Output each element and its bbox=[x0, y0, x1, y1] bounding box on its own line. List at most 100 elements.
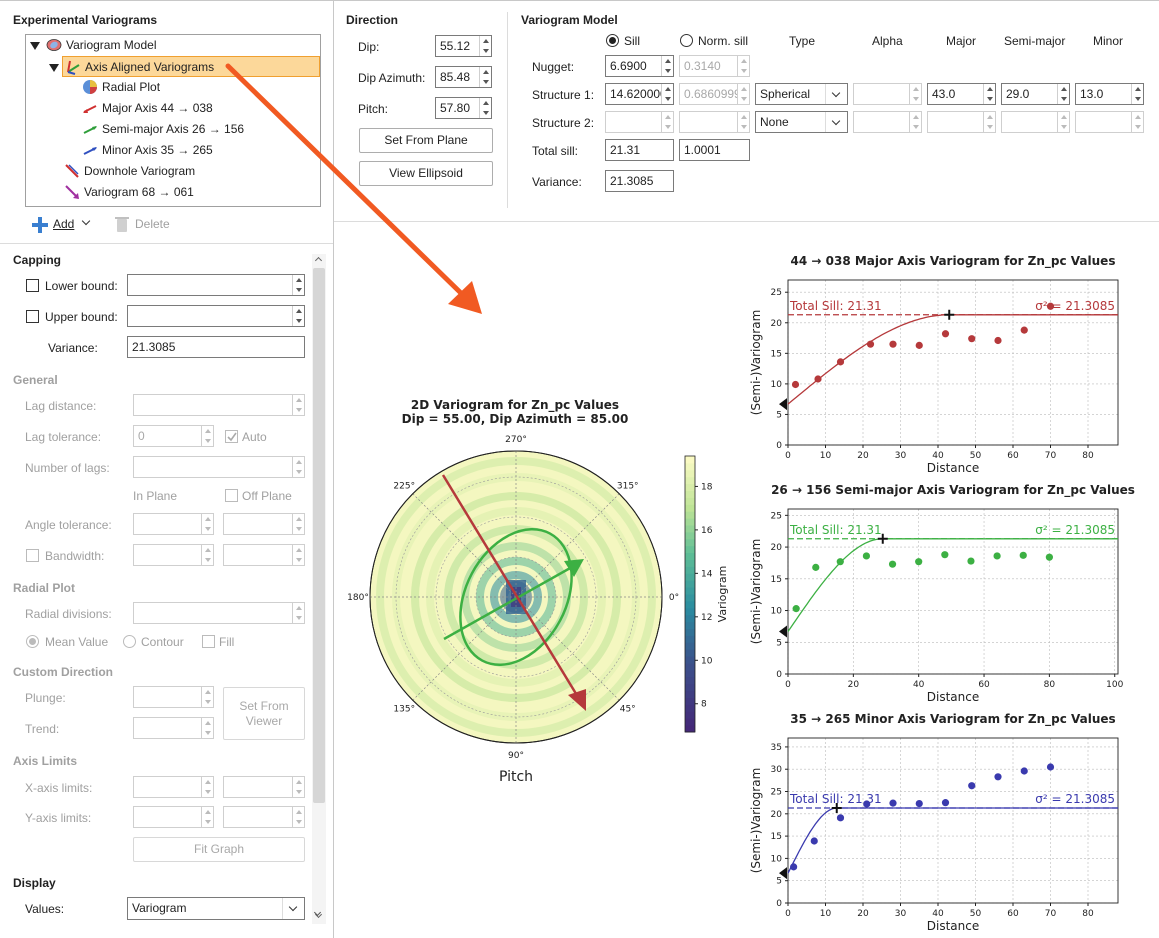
tree-item[interactable]: Radial Plot bbox=[26, 77, 320, 98]
scroll-up-icon[interactable] bbox=[314, 256, 323, 265]
upper-bound-checkbox[interactable] bbox=[26, 310, 39, 323]
angle-tolerance-offplane-input[interactable] bbox=[223, 513, 305, 535]
add-button[interactable]: Add bbox=[31, 214, 111, 234]
radial-plot[interactable]: 270° 315° 0° 45° 90° 135° 180° 225° Pitch 8 10 12 14… bbox=[334, 425, 754, 790]
structure2-alpha-input[interactable] bbox=[853, 111, 922, 133]
structure1-semi-major-input[interactable]: 29.0 bbox=[1001, 83, 1070, 105]
x-tick-label: 10 bbox=[820, 451, 832, 461]
y-axis-min-input[interactable] bbox=[133, 806, 214, 828]
bandwidth-offplane-input[interactable] bbox=[223, 544, 305, 566]
major-axis-chart[interactable]: 44 → 038 Major Axis Variogram for Zn_pc … bbox=[740, 250, 1159, 480]
radial-divisions-input[interactable] bbox=[133, 602, 305, 624]
y-tick-label: 15 bbox=[771, 832, 782, 842]
x-axis-min-input[interactable] bbox=[133, 776, 214, 798]
add-label: Add bbox=[53, 217, 75, 231]
structure2-minor-input[interactable] bbox=[1075, 111, 1144, 133]
variogram-model-header: Variogram Model bbox=[521, 13, 618, 27]
colorbar-segment bbox=[685, 476, 695, 485]
minor-axis-chart[interactable]: 35 → 265 Minor Axis Variogram for Zn_pc … bbox=[740, 708, 1159, 938]
structure1-label: Structure 1: bbox=[532, 88, 595, 102]
fill-checkbox[interactable] bbox=[202, 635, 215, 648]
capping-header: Capping bbox=[13, 253, 61, 267]
major-direction-line bbox=[441, 474, 580, 698]
y-tick-label: 20 bbox=[771, 810, 783, 820]
settings-scrollbar[interactable] bbox=[312, 254, 326, 924]
tree-item-label: Axis Aligned Variograms bbox=[85, 60, 215, 74]
auto-checkbox[interactable] bbox=[225, 430, 238, 443]
sill-radio[interactable] bbox=[606, 34, 619, 47]
set-from-plane-button[interactable]: Set From Plane bbox=[359, 128, 493, 153]
colorbar-segment bbox=[685, 469, 695, 478]
nugget-sill-input[interactable]: 6.6900 bbox=[605, 55, 674, 77]
norm-sill-radio[interactable] bbox=[680, 34, 693, 47]
pitch-input[interactable]: 57.80 bbox=[435, 97, 492, 119]
mean-value-radio[interactable] bbox=[26, 635, 39, 648]
structure2-norm-input[interactable] bbox=[679, 111, 750, 133]
x-axis-max-input[interactable] bbox=[223, 776, 305, 798]
tree-item[interactable]: Axis Aligned Variograms bbox=[49, 56, 320, 77]
structure1-sill-input[interactable]: 14.620000 bbox=[605, 83, 674, 105]
structure2-type-dropdown[interactable]: None bbox=[755, 111, 848, 133]
tree-item[interactable]: Variogram Model bbox=[26, 35, 320, 56]
upper-bound-input[interactable] bbox=[127, 305, 305, 327]
structure1-type-dropdown[interactable]: Spherical bbox=[755, 83, 848, 105]
expand-triangle-icon[interactable] bbox=[30, 42, 40, 50]
dip-input[interactable]: 55.12 bbox=[435, 35, 492, 57]
tree-item[interactable]: Downhole Variogram bbox=[26, 161, 320, 182]
set-from-viewer-button[interactable]: Set From Viewer bbox=[223, 687, 305, 740]
number-of-lags-input[interactable] bbox=[133, 456, 305, 478]
expand-triangle-icon[interactable] bbox=[49, 64, 59, 72]
colorbar-segment bbox=[685, 456, 695, 464]
bandwidth-inplane-input[interactable] bbox=[133, 544, 214, 566]
structure1-major-input[interactable]: 43.0 bbox=[927, 83, 996, 105]
capping-variance-input[interactable]: 21.3085 bbox=[127, 336, 305, 358]
colorbar-segment bbox=[685, 635, 695, 643]
colorbar-segment bbox=[685, 718, 695, 726]
tree-item[interactable]: Minor Axis 35 → 265 bbox=[26, 140, 320, 161]
structure2-sill-input[interactable] bbox=[605, 111, 674, 133]
nugget-norm-input[interactable]: 0.3140 bbox=[679, 55, 750, 77]
model-variance-value: 21.3085 bbox=[605, 170, 674, 192]
structure1-norm-input[interactable]: 0.6860999 bbox=[679, 83, 750, 105]
data-point bbox=[836, 558, 844, 566]
lower-bound-checkbox[interactable] bbox=[26, 279, 39, 292]
y-tick-label: 5 bbox=[776, 410, 782, 420]
off-plane-checkbox[interactable] bbox=[225, 489, 238, 502]
structure1-minor-input[interactable]: 13.0 bbox=[1075, 83, 1144, 105]
structure2-major-input[interactable] bbox=[927, 111, 996, 133]
dip-azimuth-input[interactable]: 85.48 bbox=[435, 66, 492, 88]
data-point bbox=[968, 335, 976, 343]
colorbar-tick-label: 8 bbox=[701, 700, 707, 710]
colorbar-segment bbox=[685, 690, 695, 698]
angle-tolerance-inplane-input[interactable] bbox=[133, 513, 214, 535]
norm-sill-label: Norm. sill bbox=[698, 34, 748, 48]
plunge-input[interactable] bbox=[133, 686, 214, 708]
tree-item[interactable]: Semi-major Axis 26 → 156 bbox=[26, 119, 320, 140]
y-tick-label: 35 bbox=[771, 743, 782, 753]
tree-item[interactable]: Variogram 68 → 061 bbox=[26, 182, 320, 203]
structure2-semi-major-input[interactable] bbox=[1001, 111, 1070, 133]
tree-item[interactable]: Major Axis 44 → 038 bbox=[26, 98, 320, 119]
fit-graph-button[interactable]: Fit Graph bbox=[133, 837, 305, 862]
direction-header: Direction bbox=[346, 13, 399, 27]
variance-label: σ² = 21.3085 bbox=[1035, 299, 1115, 313]
structure1-alpha-input[interactable] bbox=[853, 83, 922, 105]
variogram-tree[interactable]: Variogram Model Axis Aligned Variograms Ra… bbox=[25, 34, 321, 207]
values-dropdown[interactable]: Variogram bbox=[127, 897, 305, 920]
nugget-marker bbox=[779, 867, 787, 880]
delete-button[interactable]: Delete bbox=[114, 214, 184, 234]
view-ellipsoid-button[interactable]: View Ellipsoid bbox=[359, 161, 493, 186]
semi-major-arrowhead bbox=[564, 559, 584, 577]
bandwidth-checkbox[interactable] bbox=[26, 549, 39, 562]
chart-title: 35 → 265 Minor Axis Variogram for Zn_pc … bbox=[790, 712, 1115, 727]
x-tick-label: 10 bbox=[820, 909, 832, 919]
lower-bound-input[interactable] bbox=[127, 274, 305, 296]
contour-radio[interactable] bbox=[123, 635, 136, 648]
lag-tolerance-input[interactable]: 0 bbox=[133, 425, 214, 447]
upper-bound-label: Upper bound: bbox=[45, 310, 118, 324]
y-axis-max-input[interactable] bbox=[223, 806, 305, 828]
semi-major-axis-chart[interactable]: 26 → 156 Semi-major Axis Variogram for Z… bbox=[740, 479, 1159, 709]
trend-input[interactable] bbox=[133, 717, 214, 739]
scrollbar-thumb[interactable] bbox=[313, 268, 325, 803]
lag-distance-input[interactable] bbox=[133, 394, 305, 416]
